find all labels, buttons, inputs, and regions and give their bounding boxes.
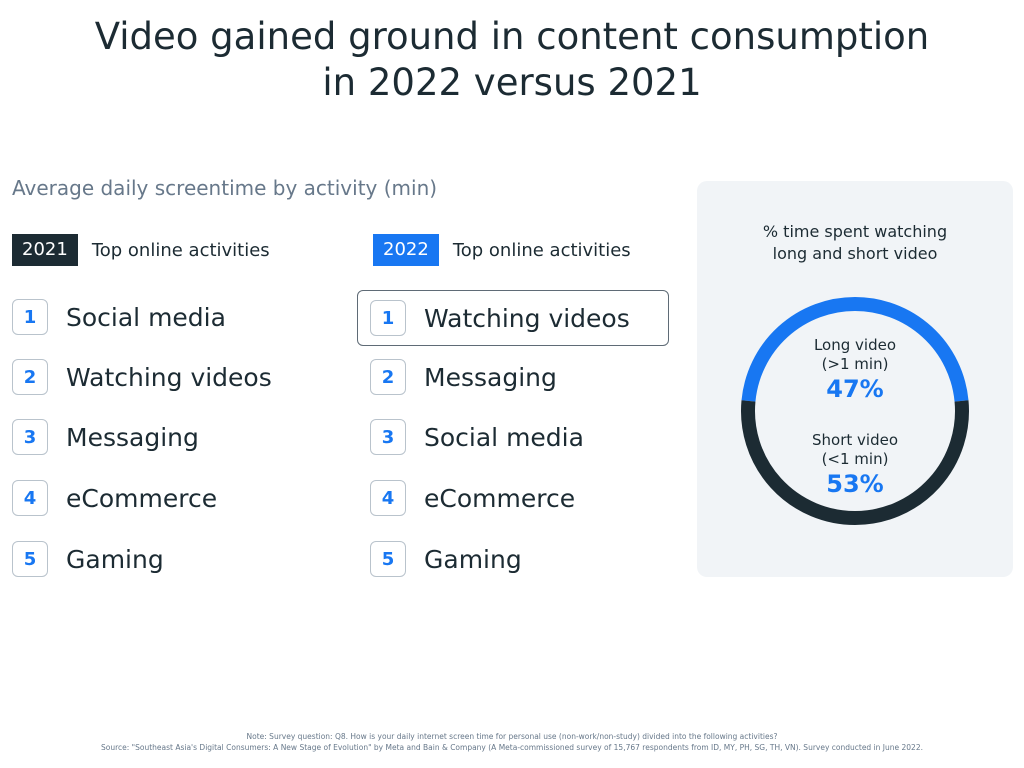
list-item-2021-3: 3 Messaging xyxy=(12,419,199,455)
activity-name: Watching videos xyxy=(66,362,272,392)
activity-name: eCommerce xyxy=(66,483,218,513)
rank-number: 4 xyxy=(370,480,406,516)
panel-title-line-2: long and short video xyxy=(772,244,938,263)
panel-title-line-1: % time spent watching xyxy=(762,222,948,241)
donut-chart xyxy=(741,297,969,525)
slice-label-short-line-2: (<1 min) xyxy=(821,450,889,468)
source-note: Source: "Southeast Asia's Digital Consum… xyxy=(100,743,923,752)
activity-name: Gaming xyxy=(66,544,164,574)
slice-label-short-line-1: Short video xyxy=(812,431,898,449)
page-title: Video gained ground in content consumpti… xyxy=(0,14,1024,106)
chart-subtitle: Average daily screentime by activity (mi… xyxy=(12,176,438,200)
rank-number: 4 xyxy=(12,480,48,516)
survey-note: Note: Survey question: Q8. How is your d… xyxy=(246,732,778,741)
panel-title: % time spent watching long and short vid… xyxy=(697,221,1013,265)
activity-name: Watching videos xyxy=(424,303,630,333)
slice-label-long: Long video (>1 min) xyxy=(697,336,1013,374)
list-item-2021-4: 4 eCommerce xyxy=(12,480,217,516)
header-label-2022: Top online activities xyxy=(452,239,631,261)
title-line-2: in 2022 versus 2021 xyxy=(322,61,702,104)
year-badge-2022: 2022 xyxy=(373,234,439,266)
slice-label-long-line-2: (>1 min) xyxy=(821,355,889,373)
list-item-2022-4: 4 eCommerce xyxy=(370,480,575,516)
rank-number: 5 xyxy=(12,541,48,577)
slice-label-long-line-1: Long video xyxy=(813,336,897,354)
activity-name: eCommerce xyxy=(424,483,576,513)
donut-slice-long-video xyxy=(741,297,969,402)
title-line-1: Video gained ground in content consumpti… xyxy=(94,15,930,58)
activity-name: Social media xyxy=(66,302,226,332)
activity-name: Messaging xyxy=(424,362,557,392)
rank-number: 5 xyxy=(370,541,406,577)
header-2021: 2021 Top online activities xyxy=(12,234,270,266)
header-label-2021: Top online activities xyxy=(91,239,270,261)
activity-name: Gaming xyxy=(424,544,522,574)
slice-label-short: Short video (<1 min) xyxy=(697,431,1013,469)
list-item-2021-2: 2 Watching videos xyxy=(12,359,272,395)
rank-number: 1 xyxy=(12,299,48,335)
rank-number: 2 xyxy=(370,359,406,395)
rank-number: 3 xyxy=(12,419,48,455)
list-item-2021-1: 1 Social media xyxy=(12,299,226,335)
year-badge-2021: 2021 xyxy=(12,234,78,266)
video-share-panel: % time spent watching long and short vid… xyxy=(697,181,1013,577)
list-item-2022-1: 1 Watching videos xyxy=(357,290,669,346)
donut-slice-short-video xyxy=(741,400,969,525)
list-item-2022-5: 5 Gaming xyxy=(370,541,522,577)
rank-number: 2 xyxy=(12,359,48,395)
slice-value-short: 53% xyxy=(826,470,884,498)
activity-name: Messaging xyxy=(66,422,199,452)
list-item-2022-2: 2 Messaging xyxy=(370,359,557,395)
header-2022: 2022 Top online activities xyxy=(373,234,631,266)
list-item-2022-3: 3 Social media xyxy=(370,419,584,455)
list-item-2021-5: 5 Gaming xyxy=(12,541,164,577)
activity-name: Social media xyxy=(424,422,584,452)
rank-number: 1 xyxy=(370,300,406,336)
slice-value-long: 47% xyxy=(826,375,884,403)
rank-number: 3 xyxy=(370,419,406,455)
